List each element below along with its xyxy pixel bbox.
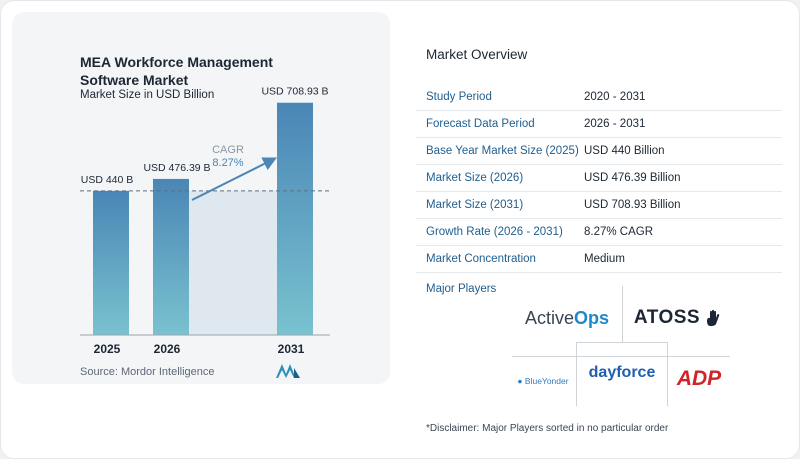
table-row: Growth Rate (2026 - 2031) 8.27% CAGR [416,219,782,246]
activeops-logo: Active Ops [524,307,610,328]
row-value: Medium [584,253,625,265]
players-divider [576,342,577,406]
row-value: USD 708.93 Billion [584,199,681,211]
data-label-2025: USD 440 B [81,174,134,186]
mordor-logo-icon [276,364,300,378]
row-key: Market Concentration [426,253,536,265]
table-row: Market Size (2026) USD 476.39 Billion [416,165,782,192]
adp-logo: ADP [676,367,722,390]
bar-2026 [153,178,189,335]
cagr-value: 8.27% [212,157,243,169]
players-divider [576,342,668,343]
cagr-arrow [191,157,278,201]
tick-label-2025: 2025 [94,342,121,356]
data-label-2026: USD 476.39 B [143,162,210,174]
row-value: USD 476.39 Billion [584,172,681,184]
bar-2031 [277,102,313,335]
table-row: Market Size (2031) USD 708.93 Billion [416,192,782,219]
atoss-logo: ATOSS [626,300,730,336]
disclaimer: *Disclaimer: Major Players sorted in no … [426,423,669,434]
chart-title: MEA Workforce Management Software Market [80,54,273,88]
table-row: Base Year Market Size (2025) USD 440 Bill… [416,138,782,165]
bar-chart: USD 440 B 2025 USD 476.39 B 2026 USD 708.93 … [80,86,330,356]
blueyonder-logo: ● BlueYonder [517,376,569,386]
row-key: Growth Rate (2026 - 2031) [426,226,563,238]
row-key: Market Size (2026) [426,172,524,184]
players-divider [512,356,730,357]
row-key: Study Period [426,91,492,103]
tick-label-2031: 2031 [278,342,305,356]
cagr-label: CAGR [212,144,244,156]
overview-table: Study Period 2020 - 2031 Forecast Data Pe… [416,84,782,273]
table-row: Study Period 2020 - 2031 [416,84,782,111]
table-row: Market Concentration Medium [416,246,782,273]
atoss-hand-icon [707,309,720,327]
row-value: USD 440 Billion [584,145,665,157]
data-label-2031: USD 708.93 B [261,86,328,98]
tick-label-2026: 2026 [154,342,181,356]
dayforce-logo: dayforce [588,364,656,381]
chart-subtitle: Market Size in USD Billion [80,89,215,101]
bar-2025 [93,190,129,335]
overview-title: Market Overview [426,47,528,62]
row-key: Forecast Data Period [426,118,535,130]
players-divider [667,342,668,406]
row-value: 2026 - 2031 [584,118,646,130]
row-key: Base Year Market Size (2025) [426,145,579,157]
players-title: Major Players [426,283,497,295]
row-value: 2020 - 2031 [584,91,646,103]
source-note: Source: Mordor Intelligence [80,366,215,378]
row-value: 8.27% CAGR [584,226,654,238]
growth-band [189,190,277,335]
row-key: Market Size (2031) [426,199,524,211]
table-row: Forecast Data Period 2026 - 2031 [416,111,782,138]
players-divider [622,286,623,342]
